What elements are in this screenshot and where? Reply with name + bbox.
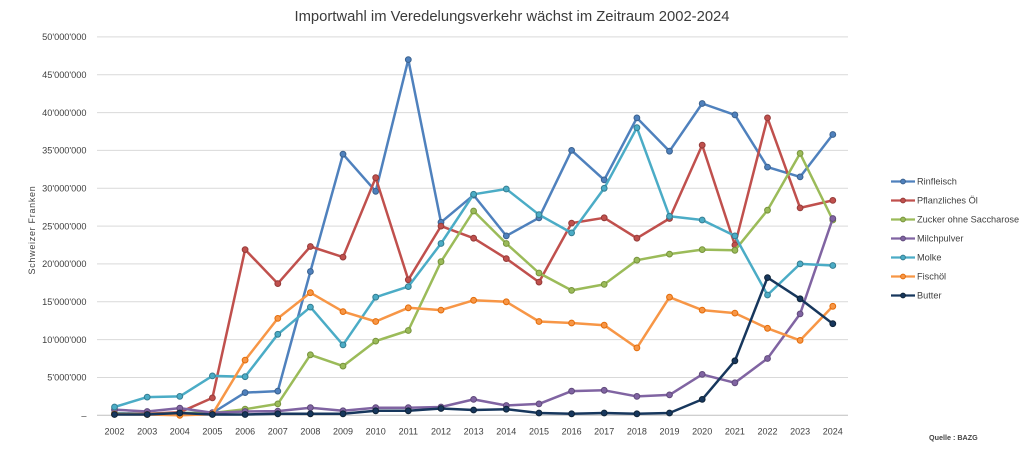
svg-text:40'000'000: 40'000'000: [42, 108, 86, 118]
svg-text:2006: 2006: [235, 426, 255, 436]
svg-text:45'000'000: 45'000'000: [42, 70, 86, 80]
svg-text:10'000'000: 10'000'000: [42, 335, 86, 345]
svg-text:–: –: [81, 411, 87, 421]
svg-text:25'000'000: 25'000'000: [42, 221, 86, 231]
svg-text:2002: 2002: [104, 426, 124, 436]
svg-text:2015: 2015: [529, 426, 549, 436]
svg-text:50'000'000: 50'000'000: [42, 32, 86, 42]
svg-text:Importwahl im Veredelungsverke: Importwahl im Veredelungsverkehr wächst …: [294, 9, 729, 25]
svg-text:2016: 2016: [562, 426, 582, 436]
svg-text:2008: 2008: [300, 426, 320, 436]
svg-text:2019: 2019: [659, 426, 679, 436]
svg-text:Zucker ohne Saccharose: Zucker ohne Saccharose: [917, 215, 1019, 225]
svg-text:20'000'000: 20'000'000: [42, 259, 86, 269]
svg-text:2007: 2007: [268, 426, 288, 436]
svg-text:2010: 2010: [366, 426, 386, 436]
svg-text:2023: 2023: [790, 426, 810, 436]
svg-text:2011: 2011: [399, 426, 418, 436]
svg-text:2018: 2018: [627, 426, 647, 436]
svg-text:2022: 2022: [757, 426, 777, 436]
svg-text:2012: 2012: [431, 426, 451, 436]
svg-text:Schweizer Franken: Schweizer Franken: [27, 186, 37, 275]
svg-text:Quelle : BAZG: Quelle : BAZG: [929, 433, 978, 442]
svg-text:2005: 2005: [202, 426, 222, 436]
svg-text:5'000'000: 5'000'000: [47, 373, 86, 383]
svg-text:Milchpulver: Milchpulver: [917, 234, 963, 244]
svg-text:2004: 2004: [170, 426, 190, 436]
svg-text:2013: 2013: [464, 426, 484, 436]
svg-text:2009: 2009: [333, 426, 353, 436]
svg-text:2020: 2020: [692, 426, 712, 436]
svg-text:2003: 2003: [137, 426, 157, 436]
svg-text:35'000'000: 35'000'000: [42, 146, 86, 156]
svg-text:2017: 2017: [594, 426, 614, 436]
svg-text:15'000'000: 15'000'000: [42, 297, 86, 307]
svg-text:2021: 2021: [725, 426, 745, 436]
svg-text:Fischöl: Fischöl: [917, 272, 946, 282]
svg-text:Molke: Molke: [917, 253, 942, 263]
svg-text:2014: 2014: [496, 426, 516, 436]
svg-text:Butter: Butter: [917, 291, 942, 301]
svg-text:2024: 2024: [823, 426, 843, 436]
svg-text:30'000'000: 30'000'000: [42, 184, 86, 194]
svg-text:Pflanzliches Öl: Pflanzliches Öl: [917, 196, 978, 206]
svg-text:Rinfleisch: Rinfleisch: [917, 177, 957, 187]
